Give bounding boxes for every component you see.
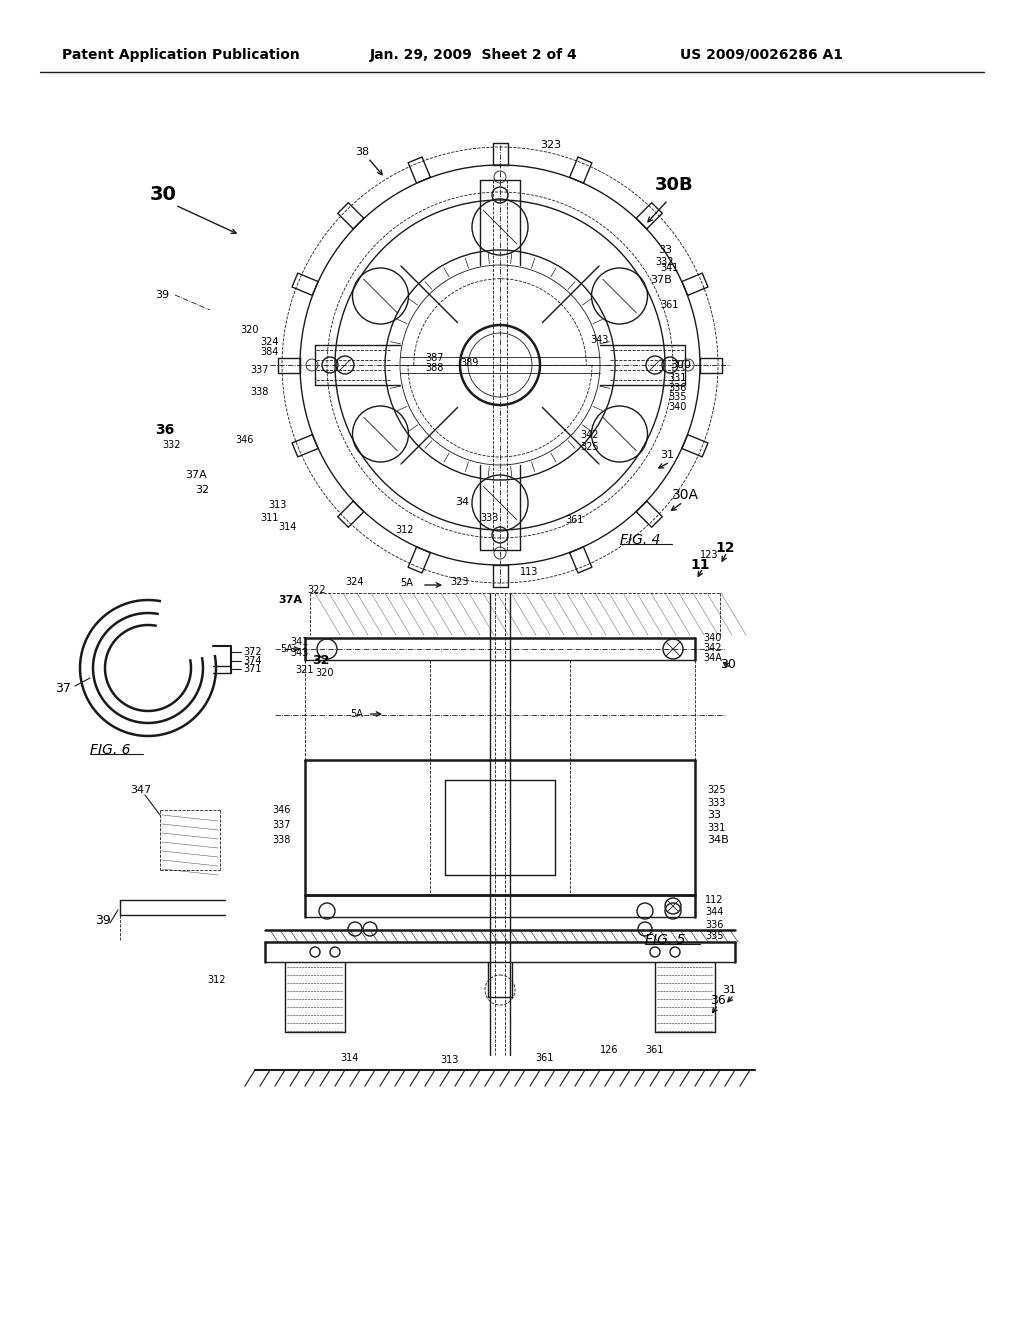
Text: 320: 320	[315, 668, 334, 678]
Text: 314: 314	[278, 521, 296, 532]
Text: FIG. 6: FIG. 6	[90, 743, 130, 756]
Text: 324: 324	[260, 337, 279, 347]
Text: 312: 312	[395, 525, 414, 535]
Text: 336: 336	[705, 920, 723, 931]
Text: 333: 333	[480, 513, 499, 523]
Text: 342: 342	[703, 643, 722, 653]
Text: 340: 340	[668, 403, 686, 412]
Text: 34: 34	[455, 498, 469, 507]
Text: 346: 346	[234, 436, 253, 445]
Text: 38: 38	[355, 147, 369, 157]
Text: 384: 384	[260, 347, 279, 356]
Text: 333: 333	[707, 799, 725, 808]
Text: 36: 36	[155, 422, 174, 437]
Text: 338: 338	[272, 836, 291, 845]
Text: 343: 343	[590, 335, 608, 345]
Text: 300: 300	[670, 360, 691, 370]
Text: 331: 331	[668, 374, 686, 383]
Text: 33: 33	[707, 810, 721, 820]
Text: 321: 321	[295, 665, 313, 675]
Text: 31: 31	[660, 450, 674, 459]
Text: 374: 374	[243, 656, 261, 667]
Text: 314: 314	[340, 1053, 358, 1063]
Text: 37B: 37B	[650, 275, 672, 285]
Text: 324: 324	[345, 577, 364, 587]
Text: 387: 387	[426, 352, 444, 363]
Text: 343: 343	[290, 648, 308, 657]
Text: 33: 33	[658, 246, 672, 255]
Text: FIG. 4: FIG. 4	[620, 533, 660, 546]
Text: 39: 39	[95, 913, 111, 927]
Text: 322: 322	[307, 585, 326, 595]
Text: 30A: 30A	[672, 488, 699, 502]
Text: US 2009/0026286 A1: US 2009/0026286 A1	[680, 48, 843, 62]
Text: 346: 346	[272, 805, 291, 814]
Text: 32: 32	[312, 655, 330, 668]
Text: FIG. 5: FIG. 5	[645, 933, 685, 946]
Text: 325: 325	[580, 442, 599, 451]
Text: 30: 30	[150, 186, 177, 205]
Text: 331: 331	[707, 822, 725, 833]
Text: 30B: 30B	[655, 176, 693, 194]
Text: 325: 325	[707, 785, 726, 795]
Text: 320: 320	[240, 325, 258, 335]
Text: 347: 347	[130, 785, 152, 795]
Text: 34B: 34B	[707, 836, 729, 845]
Text: 31: 31	[722, 985, 736, 995]
Text: 361: 361	[660, 300, 678, 310]
Text: 323: 323	[540, 140, 561, 150]
Text: 311: 311	[260, 513, 279, 523]
Text: 5A: 5A	[350, 709, 362, 719]
Text: 372: 372	[243, 647, 261, 657]
Text: 361: 361	[565, 515, 584, 525]
Text: Jan. 29, 2009  Sheet 2 of 4: Jan. 29, 2009 Sheet 2 of 4	[370, 48, 578, 62]
Text: 37: 37	[55, 681, 71, 694]
Text: 371: 371	[243, 664, 261, 675]
Text: 388: 388	[426, 363, 444, 374]
Text: 323: 323	[450, 577, 469, 587]
Text: 112: 112	[705, 895, 724, 906]
Text: 361: 361	[535, 1053, 553, 1063]
Text: 36: 36	[710, 994, 726, 1006]
Text: 389: 389	[460, 358, 478, 368]
Text: 335: 335	[705, 931, 724, 941]
Text: 126: 126	[600, 1045, 618, 1055]
Text: 341: 341	[660, 263, 678, 273]
Text: 344: 344	[705, 907, 723, 917]
Text: 37A: 37A	[185, 470, 207, 480]
Text: 338: 338	[250, 387, 268, 397]
Text: 340: 340	[703, 634, 721, 643]
Text: 361: 361	[645, 1045, 664, 1055]
Text: 11: 11	[690, 558, 710, 572]
Text: 34A: 34A	[703, 653, 722, 663]
Text: 336: 336	[668, 383, 686, 393]
Text: 12: 12	[715, 541, 734, 554]
Text: 39: 39	[155, 290, 169, 300]
Text: 113: 113	[520, 568, 539, 577]
Text: 332: 332	[162, 440, 180, 450]
Text: 335: 335	[668, 392, 686, 403]
Text: 337: 337	[250, 366, 268, 375]
Text: 32: 32	[195, 484, 209, 495]
Text: 37A: 37A	[278, 595, 302, 605]
Text: 123: 123	[700, 550, 719, 560]
Text: 5A: 5A	[280, 644, 293, 653]
Text: 332: 332	[655, 257, 674, 267]
Text: 341: 341	[290, 638, 308, 647]
Text: 30: 30	[720, 659, 736, 672]
Text: 342: 342	[580, 430, 598, 440]
Text: Patent Application Publication: Patent Application Publication	[62, 48, 300, 62]
Text: 313: 313	[440, 1055, 459, 1065]
Text: 313: 313	[268, 500, 287, 510]
Text: 312: 312	[207, 975, 225, 985]
Text: 5A: 5A	[400, 578, 413, 587]
Text: 337: 337	[272, 820, 291, 830]
